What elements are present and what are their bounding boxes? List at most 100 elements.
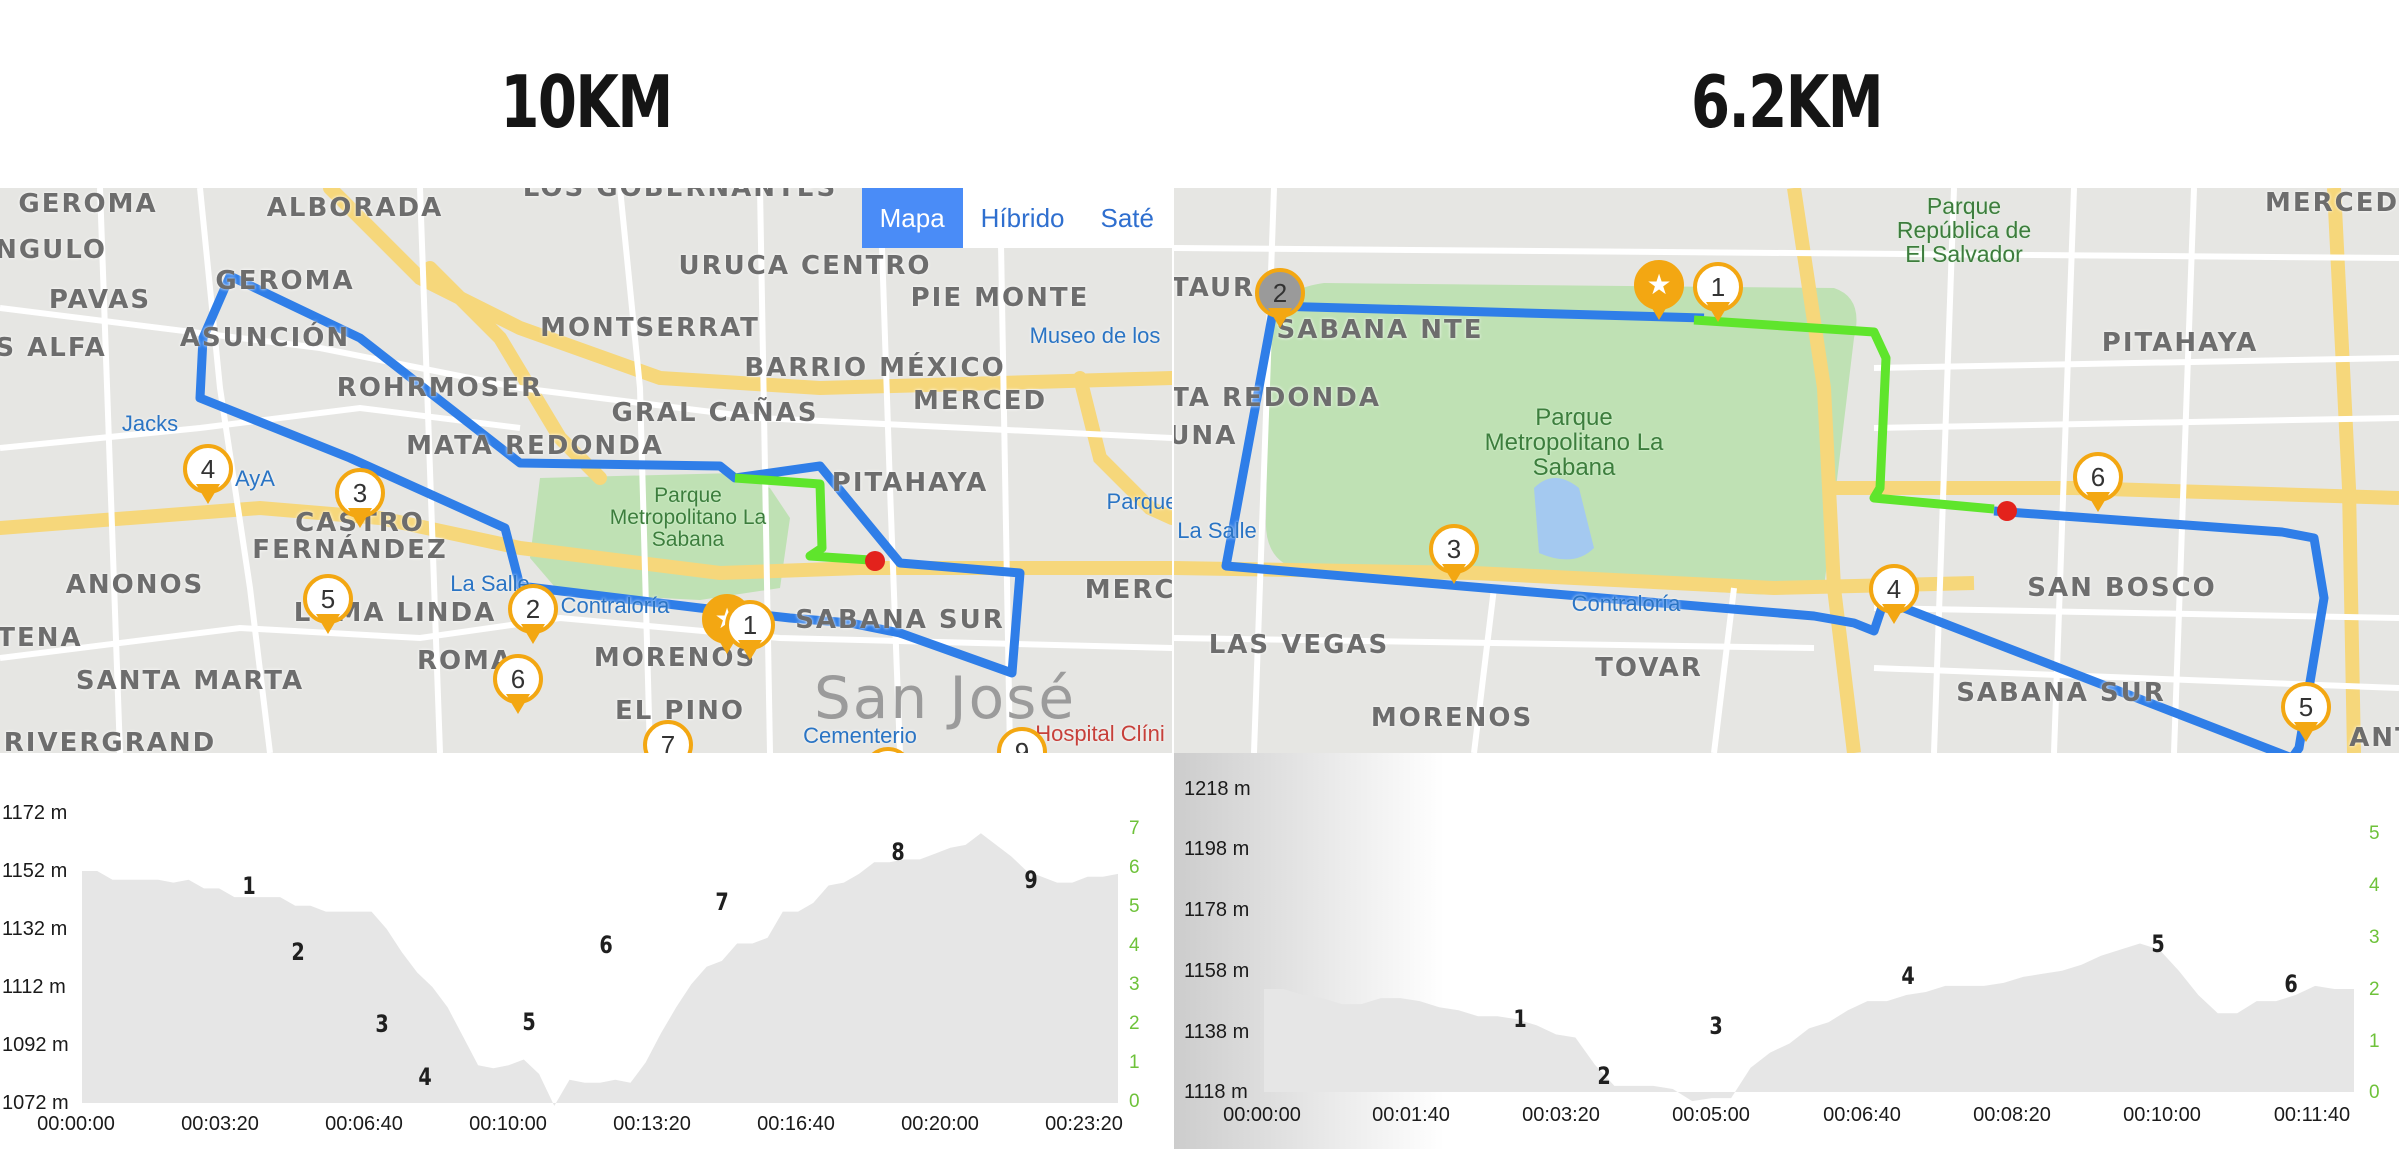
y-axis-label: 1118 m <box>1184 1081 1248 1103</box>
start-segment <box>1693 315 1995 514</box>
x-axis-label: 00:13:20 <box>613 1113 691 1135</box>
poi-label: AyA <box>235 466 275 491</box>
place-label: PIE MONTE <box>910 283 1090 313</box>
place-label: ALBORADA <box>266 193 444 223</box>
place-label: MERCED <box>2264 188 2399 218</box>
km-marker-pin[interactable]: 1 <box>725 600 775 666</box>
km-label: 7 <box>715 888 729 916</box>
place-label: ANONOS <box>65 570 205 600</box>
place-label: GRAL CAÑAS <box>611 398 819 428</box>
elevation-profile <box>82 833 1118 1106</box>
poi-label: Jacks <box>121 411 179 436</box>
map-left[interactable]: GEROMA ALBORADA LOS GOBERNANTES ANGULO P… <box>0 188 1172 753</box>
elevation-area <box>1264 943 2354 1102</box>
map-right[interactable]: MERCED ATAURA SABANA NTE PITAHAYA ATA RE… <box>1174 188 2399 753</box>
place-label: MERCED <box>912 386 1048 416</box>
right-axis-label: 0 <box>2369 1082 2380 1103</box>
km-marker-pin[interactable]: 2 <box>1255 268 1305 334</box>
right-axis-label: 0 <box>1129 1091 1140 1112</box>
poi-label: Hospital Clíni <box>1035 721 1165 746</box>
km-label: 4 <box>1901 962 1915 990</box>
city-label: San José <box>813 664 1077 732</box>
km-marker-pin[interactable]: 7 <box>643 720 693 753</box>
km-marker-pin[interactable]: 5 <box>303 574 353 640</box>
poi-label: La Salle <box>1177 518 1257 543</box>
place-label: TENA <box>0 623 83 653</box>
km-marker-pin[interactable]: 3 <box>335 468 385 534</box>
poi-label: Parque <box>1106 489 1172 514</box>
place-label: AS ALFA <box>0 333 107 363</box>
place-label: GEROMA <box>18 189 158 219</box>
km-label: 3 <box>375 1010 389 1038</box>
place-label: MORENOS <box>1370 703 1534 733</box>
right-axis-label: 6 <box>1129 857 1140 878</box>
lake <box>1534 478 1594 560</box>
x-axis-label: 00:08:20 <box>1973 1104 2051 1126</box>
km-label: 6 <box>599 931 613 959</box>
y-axis-label: 1198 m <box>1184 838 1250 860</box>
map-type-control: Mapa Híbrido Saté <box>861 188 1172 248</box>
km-marker-pin[interactable]: 2 <box>508 584 558 650</box>
x-axis-label: 00:10:00 <box>469 1113 547 1135</box>
place-label: MATA REDONDA <box>406 431 664 461</box>
map-type-hibrido-button[interactable]: Híbrido <box>980 203 1065 233</box>
km-label: 2 <box>1597 1062 1611 1090</box>
start-segment <box>734 473 871 565</box>
poi-label: Cementerio <box>803 723 917 748</box>
place-label: ATA REDONDA <box>1174 383 1381 413</box>
start-star-pin[interactable]: ★ <box>1634 260 1684 326</box>
place-label: TOVAR <box>1595 653 1703 683</box>
right-axis-label: 4 <box>1129 935 1140 956</box>
map-type-mapa-button[interactable]: Mapa <box>861 188 963 248</box>
poi-label: Contraloría <box>560 593 670 618</box>
place-label: ANGULO <box>0 235 108 265</box>
km-label: 8 <box>891 838 905 866</box>
km-marker-pin[interactable]: 4 <box>183 444 233 510</box>
km-marker-pin[interactable]: 6 <box>2073 452 2123 518</box>
y-axis-label: 1132 m <box>2 918 68 940</box>
place-label: LAS VEGAS <box>1208 630 1390 660</box>
map-type-satelite-button[interactable]: Saté <box>1100 203 1155 233</box>
right-axis-label: 2 <box>1129 1013 1140 1034</box>
right-axis-label: 3 <box>1129 974 1140 995</box>
km-marker-pin[interactable]: 3 <box>1429 524 1479 590</box>
y-axis-label: 1218 m <box>1184 778 1251 800</box>
km-label: 1 <box>1513 1005 1527 1033</box>
route-line <box>195 271 1025 678</box>
place-label: MONTSERRAT <box>540 313 760 343</box>
route-title: 6.2KM <box>1690 60 1884 144</box>
right-axis-label: 5 <box>2369 823 2380 844</box>
x-axis-label: 00:05:00 <box>1672 1104 1750 1126</box>
y-axis-label: 1152 m <box>2 860 68 882</box>
km-marker-pin[interactable]: 9 <box>997 727 1047 753</box>
km-label: 4 <box>418 1063 432 1091</box>
place-label: MERCE <box>1084 575 1172 605</box>
place-label: ASUNCIÓN <box>179 323 351 353</box>
km-label: 1 <box>242 872 256 900</box>
km-marker-pin[interactable]: 6 <box>493 654 543 720</box>
right-axis-label: 7 <box>1129 818 1140 839</box>
right-panel: 6.2KM <box>1174 0 2399 1149</box>
km-marker-pin[interactable]: 8 <box>863 747 913 753</box>
y-axis-label: 1172 m <box>2 802 68 824</box>
place-label: FERNÁNDEZ <box>252 535 448 565</box>
place-label: LUNA <box>1174 421 1238 451</box>
place-label: SABANA SUR <box>1956 678 2166 708</box>
park-area <box>1265 283 1857 595</box>
place-label: PITAHAYA <box>2101 328 2259 358</box>
km-marker-pin[interactable]: 5 <box>2281 682 2331 748</box>
place-label: SANTA MARTA <box>75 666 305 696</box>
x-axis-label: 00:01:40 <box>1372 1104 1450 1126</box>
place-label: SABANA SUR <box>795 605 1005 635</box>
km-marker-pin[interactable]: 1 <box>1693 262 1743 328</box>
park-label: Parque República de El Salvador <box>1896 192 2032 268</box>
place-label: ROHRMOSER <box>336 373 544 403</box>
km-label: 5 <box>522 1008 536 1036</box>
elevation-area <box>82 833 1118 1106</box>
x-axis-label: 00:10:00 <box>2123 1104 2201 1126</box>
x-axis-label: 00:00:00 <box>37 1113 115 1135</box>
place-label: URUCA CENTRO <box>678 251 932 281</box>
km-marker-pin[interactable]: 4 <box>1869 564 1919 630</box>
x-axis-label: 00:03:20 <box>181 1113 259 1135</box>
km-label: 2 <box>291 938 305 966</box>
